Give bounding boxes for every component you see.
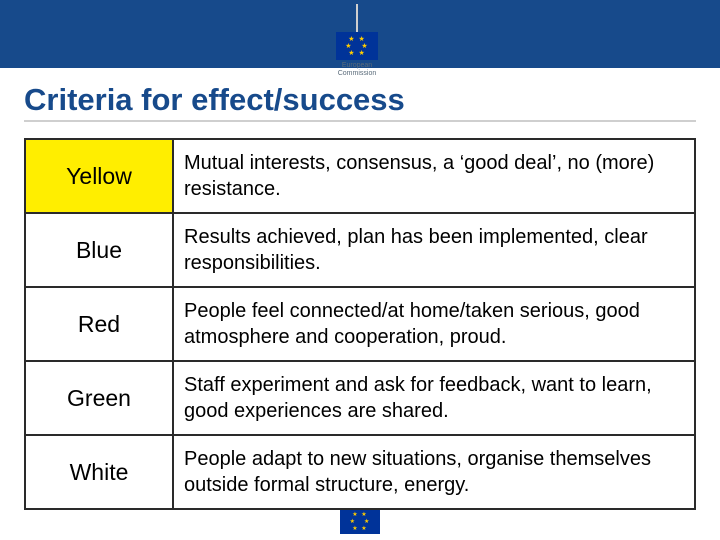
- table-row: Yellow Mutual interests, consensus, a ‘g…: [25, 139, 695, 213]
- footer-eu-flag-icon: ★ ★★ ★★ ★: [340, 510, 380, 534]
- category-cell: Blue: [25, 213, 173, 287]
- category-cell: White: [25, 435, 173, 509]
- eu-stars: ★ ★★ ★★ ★: [345, 36, 368, 57]
- table-row: Green Staff experiment and ask for feedb…: [25, 361, 695, 435]
- criteria-table: Yellow Mutual interests, consensus, a ‘g…: [24, 138, 696, 510]
- criteria-table-wrap: Yellow Mutual interests, consensus, a ‘g…: [0, 128, 720, 510]
- ec-logo: ★ ★★ ★★ ★ European Commission: [329, 2, 385, 82]
- logo-text: European Commission: [338, 62, 377, 78]
- description-cell: People feel connected/at home/taken seri…: [173, 287, 695, 361]
- table-row: Blue Results achieved, plan has been imp…: [25, 213, 695, 287]
- slide: ★ ★★ ★★ ★ European Commission Criteria f…: [0, 0, 720, 540]
- eu-flag-icon: ★ ★★ ★★ ★: [336, 32, 378, 60]
- category-cell: Green: [25, 361, 173, 435]
- description-cell: Results achieved, plan has been implemen…: [173, 213, 695, 287]
- description-cell: Mutual interests, consensus, a ‘good dea…: [173, 139, 695, 213]
- page-title: Criteria for effect/success: [24, 82, 696, 118]
- description-cell: Staff experiment and ask for feedback, w…: [173, 361, 695, 435]
- title-underline: [24, 120, 696, 122]
- table-row: White People adapt to new situations, or…: [25, 435, 695, 509]
- description-cell: People adapt to new situations, organise…: [173, 435, 695, 509]
- category-cell: Red: [25, 287, 173, 361]
- logo-line1: European: [342, 62, 372, 69]
- eu-stars: ★ ★★ ★★ ★: [350, 512, 371, 533]
- category-cell: Yellow: [25, 139, 173, 213]
- header-bar: ★ ★★ ★★ ★ European Commission: [0, 0, 720, 68]
- logo-line2: Commission: [338, 70, 377, 77]
- table-row: Red People feel connected/at home/taken …: [25, 287, 695, 361]
